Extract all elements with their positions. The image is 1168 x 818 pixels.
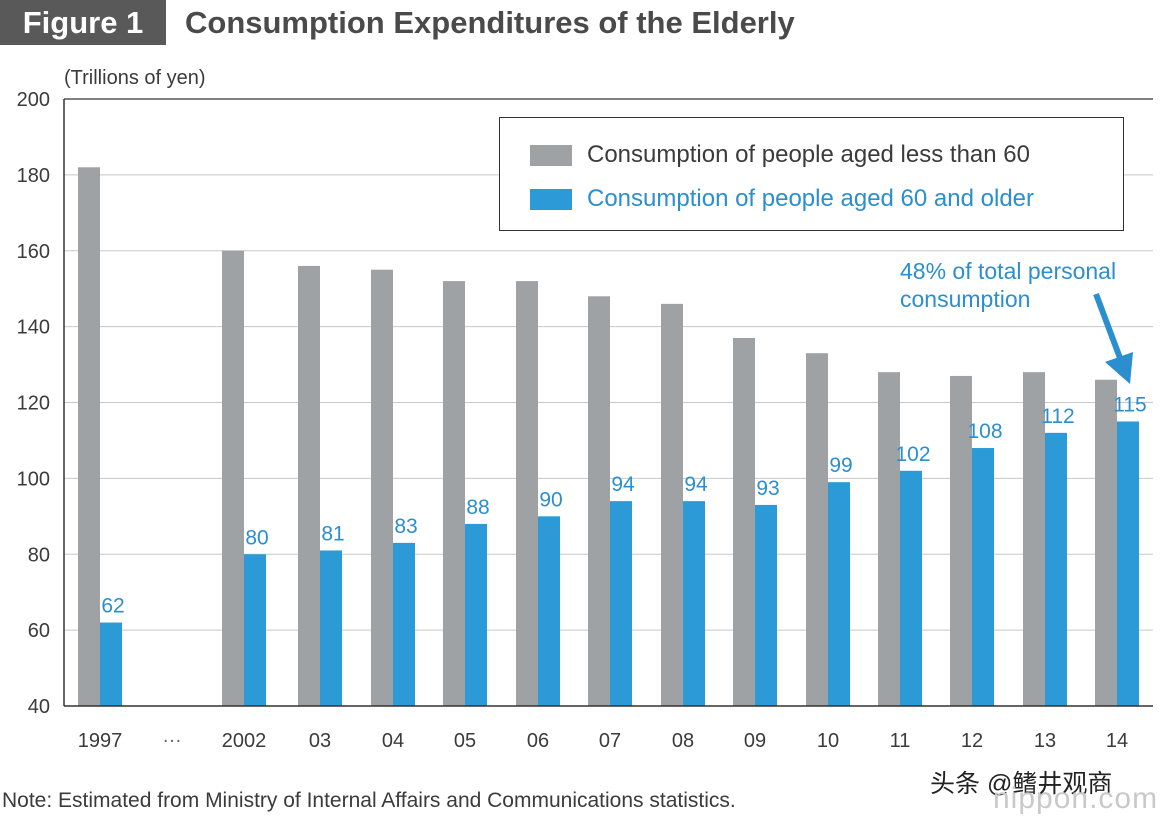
y-tick-label: 160 (17, 241, 50, 263)
bar-over60-2002 (244, 554, 266, 706)
x-tick-label: 2002 (222, 730, 267, 752)
annotation: 48% of total personal consumption (900, 258, 1133, 384)
x-tick-label: 05 (454, 730, 476, 752)
annotation-line2: consumption (900, 286, 1030, 312)
bar-over60-10 (828, 482, 850, 706)
bar-under60-1997 (78, 167, 100, 707)
bar-over60-13 (1045, 432, 1067, 706)
bars (78, 167, 1139, 707)
watermark-site: nippon.com (993, 782, 1159, 815)
y-tick-label: 40 (28, 696, 50, 718)
bar-under60-03 (298, 265, 320, 706)
data-label-over60: 94 (611, 473, 635, 496)
data-label-over60: 108 (967, 420, 1002, 443)
y-tick-label: 140 (17, 317, 50, 339)
data-label-over60: 90 (539, 488, 562, 511)
legend-label-over60: Consumption of people aged 60 and older (587, 185, 1034, 212)
y-tick-label: 60 (28, 620, 50, 642)
data-label-over60: 88 (466, 496, 489, 519)
bar-over60-14 (1117, 421, 1139, 706)
legend-item-over60: Consumption of people aged 60 and older (530, 185, 1034, 212)
y-tick-label: 120 (17, 393, 50, 415)
bar-under60-09 (733, 338, 755, 706)
y-axis-label: (Trillions of yen) (64, 67, 206, 89)
x-tick-label: 10 (817, 730, 839, 752)
y-tick-label: 180 (17, 165, 50, 187)
footnote: Note: Estimated from Ministry of Interna… (2, 789, 736, 812)
data-label-over60: 115 (1113, 393, 1146, 416)
bar-over60-1997 (100, 622, 122, 706)
axes: 40 60 80 100 120 140 160 180 200 1997 2002 03 04 05 06… (17, 89, 1153, 752)
data-label-over60: 62 (101, 595, 124, 618)
y-tick-label: 80 (28, 544, 50, 566)
bar-under60-07 (588, 296, 610, 706)
bar-under60-08 (661, 303, 683, 706)
bar-under60-11 (878, 372, 900, 706)
annotation-arrow-shaft (1093, 292, 1123, 360)
bar-over60-04 (393, 542, 415, 706)
watermark-text: 头条 @鳍井观商 (930, 770, 1113, 798)
annotation-line1: 48% of total personal (900, 258, 1116, 284)
bar-under60-05 (443, 281, 465, 706)
bar-over60-08 (683, 501, 705, 706)
bar-under60-2002 (222, 250, 244, 706)
legend-swatch-under60 (530, 144, 572, 166)
y-tick-label: 100 (17, 468, 50, 490)
x-tick-label: 03 (309, 730, 331, 752)
data-label-over60: 102 (895, 443, 930, 466)
x-axis-gap-marker: … (162, 725, 182, 747)
bar-over60-06 (538, 516, 560, 706)
data-label-over60: 81 (321, 522, 344, 545)
data-label-over60: 83 (394, 515, 417, 538)
legend-item-under60: Consumption of people aged less than 60 (530, 141, 1030, 168)
annotation-arrow-head (1105, 352, 1133, 384)
data-label-over60: 93 (756, 477, 779, 500)
chart-legend: Consumption of people aged less than 60 … (499, 117, 1124, 231)
bar-under60-13 (1023, 372, 1045, 706)
legend-label-under60: Consumption of people aged less than 60 (587, 141, 1030, 168)
bar-over60-05 (465, 523, 487, 706)
bar-under60-14 (1095, 379, 1117, 706)
bar-over60-11 (900, 470, 922, 706)
data-label-over60: 112 (1041, 405, 1074, 428)
x-tick-label: 14 (1106, 730, 1128, 752)
data-label-over60: 80 (245, 526, 268, 549)
x-tick-label: 07 (599, 730, 621, 752)
bar-over60-07 (610, 501, 632, 706)
bar-under60-12 (950, 375, 972, 706)
figure-label: Figure 1 (0, 0, 166, 45)
x-tick-label: 04 (382, 730, 404, 752)
data-label-over60: 94 (684, 473, 708, 496)
x-tick-label: 13 (1034, 730, 1056, 752)
legend-swatch-over60 (530, 188, 572, 210)
y-tick-label: 200 (17, 89, 50, 111)
x-tick-label: 09 (744, 730, 766, 752)
x-tick-label: 06 (527, 730, 549, 752)
bar-over60-03 (320, 550, 342, 706)
x-tick-label: 11 (890, 730, 911, 752)
bar-under60-04 (371, 269, 393, 706)
x-tick-label: 12 (961, 730, 983, 752)
chart-header: Figure 1 Consumption Expenditures of the… (0, 0, 1168, 45)
data-labels: 62 80 81 83 88 90 94 94 93 99 102 108 112 115 (101, 393, 1146, 617)
bar-under60-06 (516, 281, 538, 706)
bar-over60-09 (755, 504, 777, 706)
bar-over60-12 (972, 448, 994, 706)
chart-title: Consumption Expenditures of the Elderly (185, 5, 795, 40)
data-label-over60: 99 (829, 454, 852, 477)
x-tick-label: 1997 (78, 730, 123, 752)
x-tick-label: 08 (672, 730, 694, 752)
bar-under60-10 (806, 353, 828, 706)
